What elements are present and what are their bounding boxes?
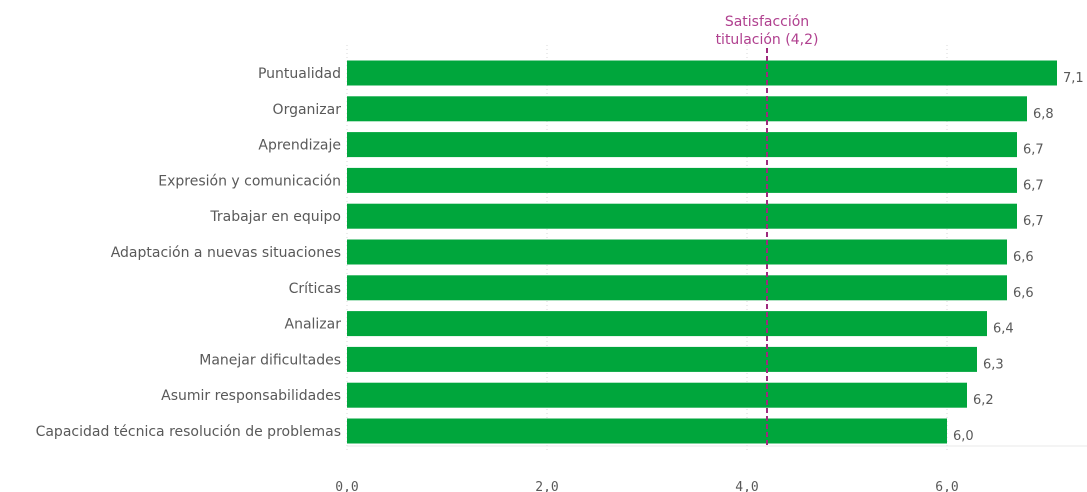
bar <box>347 132 1017 158</box>
category-label: Aprendizaje <box>258 138 341 154</box>
bar <box>347 311 987 337</box>
value-label: 6,2 <box>973 393 994 408</box>
bar <box>347 167 1017 193</box>
value-label: 6,3 <box>983 357 1004 372</box>
bar <box>347 275 1007 301</box>
bars <box>347 60 1057 444</box>
value-label: 6,8 <box>1033 107 1054 122</box>
bar <box>347 239 1007 265</box>
category-label: Críticas <box>289 281 341 297</box>
value-label: 6,6 <box>1013 250 1034 265</box>
category-label: Expresión y comunicación <box>158 173 341 189</box>
x-tick-label: 4,0 <box>735 480 758 492</box>
category-label: Capacidad técnica resolución de problema… <box>36 424 341 440</box>
category-label: Trabajar en equipo <box>209 209 341 225</box>
x-tick-label: 0,0 <box>335 480 358 492</box>
category-labels: Puntualidad Organizar Aprendizaje Expresión… <box>36 66 342 440</box>
value-labels: 7,1 6,8 6,7 6,7 6,7 6,6 6,6 6,4 6,3 6,2 6,0 <box>953 71 1084 444</box>
x-axis: 0,0 2,0 4,0 6,0 <box>335 445 1087 492</box>
value-label: 6,7 <box>1023 214 1044 229</box>
category-label: Manejar dificultades <box>199 352 341 368</box>
reference-label-line1: Satisfacción <box>725 14 809 30</box>
value-label: 6,7 <box>1023 143 1044 158</box>
value-label: 7,1 <box>1063 71 1084 86</box>
value-label: 6,7 <box>1023 178 1044 193</box>
reference-label-line2: titulación (4,2) <box>716 32 819 48</box>
category-label: Analizar <box>285 317 342 333</box>
value-label: 6,6 <box>1013 286 1034 301</box>
category-label: Adaptación a nuevas situaciones <box>111 245 341 261</box>
category-label: Asumir responsabilidades <box>161 388 341 404</box>
x-tick-label: 6,0 <box>935 480 958 492</box>
bar <box>347 382 967 408</box>
x-tick-label: 2,0 <box>535 480 558 492</box>
value-label: 6,4 <box>993 322 1014 337</box>
bar <box>347 203 1017 229</box>
category-label: Organizar <box>273 102 342 118</box>
bar <box>347 96 1027 122</box>
category-label: Puntualidad <box>258 66 341 82</box>
value-label: 6,0 <box>953 429 974 444</box>
reference-line-group: Satisfacción titulación (4,2) <box>716 14 819 448</box>
bar <box>347 346 977 372</box>
bar <box>347 418 947 444</box>
bar <box>347 60 1057 86</box>
